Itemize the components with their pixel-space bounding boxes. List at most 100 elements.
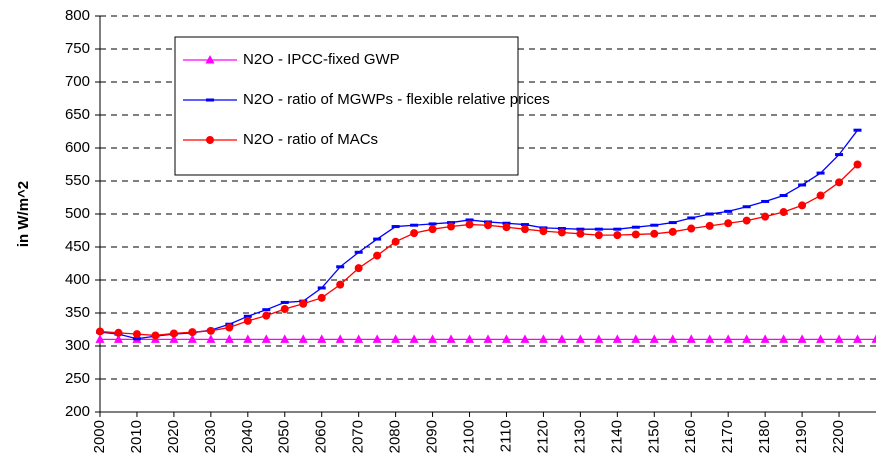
marker xyxy=(705,212,714,216)
marker xyxy=(760,334,770,343)
marker xyxy=(261,334,271,343)
marker xyxy=(613,227,622,231)
marker xyxy=(649,334,659,343)
marker xyxy=(372,334,382,343)
marker xyxy=(373,251,382,260)
marker xyxy=(169,334,179,343)
marker xyxy=(317,334,327,343)
marker xyxy=(335,334,345,343)
marker xyxy=(262,311,271,320)
marker xyxy=(723,334,733,343)
marker xyxy=(132,337,141,341)
marker xyxy=(132,330,141,339)
y-tick-label: 550 xyxy=(65,172,90,189)
marker xyxy=(798,201,807,210)
marker xyxy=(631,230,640,239)
x-tick-label: 2130 xyxy=(571,420,588,453)
marker xyxy=(243,314,252,318)
marker xyxy=(631,334,641,343)
marker xyxy=(594,334,604,343)
marker xyxy=(539,227,548,236)
marker xyxy=(354,264,363,273)
marker xyxy=(206,326,215,335)
marker xyxy=(409,334,419,343)
x-tick-label: 2100 xyxy=(460,420,477,453)
marker xyxy=(686,334,696,343)
marker xyxy=(816,191,825,200)
marker xyxy=(96,327,104,336)
marker xyxy=(612,334,622,343)
marker xyxy=(483,334,493,343)
marker xyxy=(447,222,456,231)
marker xyxy=(668,227,677,236)
marker xyxy=(465,334,475,343)
marker xyxy=(705,221,714,230)
y-tick-label: 650 xyxy=(65,106,90,123)
y-axis-title: in W/m^2 xyxy=(15,181,32,247)
marker xyxy=(280,334,290,343)
marker xyxy=(650,223,659,227)
marker xyxy=(835,178,844,187)
marker xyxy=(687,224,696,233)
legend-label: N2O - ratio of MGWPs - flexible relative… xyxy=(243,91,550,108)
legend-label: N2O - ratio of MACs xyxy=(243,131,378,148)
x-tick-label: 2000 xyxy=(91,420,108,453)
marker xyxy=(668,221,677,225)
marker xyxy=(797,334,807,343)
marker xyxy=(520,334,530,343)
marker xyxy=(576,229,585,238)
marker xyxy=(187,334,197,343)
x-tick-label: 2190 xyxy=(793,420,810,453)
marker xyxy=(724,219,733,228)
x-tick-label: 2110 xyxy=(497,420,514,452)
marker xyxy=(354,334,364,343)
marker xyxy=(373,237,382,241)
marker xyxy=(575,334,585,343)
marker xyxy=(853,128,862,132)
x-tick-label: 2070 xyxy=(350,420,367,453)
marker xyxy=(410,223,419,227)
y-tick-label: 750 xyxy=(65,40,90,57)
x-tick-label: 2150 xyxy=(645,420,662,453)
marker xyxy=(724,209,733,213)
marker xyxy=(298,334,308,343)
marker xyxy=(834,334,844,343)
marker xyxy=(446,334,456,343)
marker xyxy=(280,300,289,304)
marker xyxy=(188,328,197,337)
x-tick-label: 2010 xyxy=(128,420,145,453)
x-tick-label: 2030 xyxy=(202,420,219,453)
marker xyxy=(557,334,567,343)
marker xyxy=(631,225,640,229)
marker xyxy=(835,153,844,157)
y-tick-label: 250 xyxy=(65,370,90,387)
marker xyxy=(742,216,751,225)
y-tick-label: 700 xyxy=(65,73,90,90)
marker xyxy=(336,265,345,269)
x-tick-label: 2040 xyxy=(239,420,256,453)
x-tick-label: 2170 xyxy=(719,420,736,453)
marker xyxy=(761,212,770,221)
marker xyxy=(871,334,876,343)
x-tick-label: 2060 xyxy=(313,420,330,453)
legend-label: N2O - IPCC-fixed GWP xyxy=(243,51,400,68)
marker xyxy=(761,199,770,203)
marker xyxy=(336,280,345,289)
marker xyxy=(391,225,400,229)
x-tick-label: 2140 xyxy=(608,420,625,453)
x-tick-label: 2090 xyxy=(424,420,441,453)
marker xyxy=(428,334,438,343)
marker xyxy=(779,334,789,343)
marker xyxy=(113,334,123,343)
marker xyxy=(520,223,529,227)
marker xyxy=(668,334,678,343)
marker xyxy=(742,334,752,343)
marker xyxy=(225,323,234,332)
marker xyxy=(317,286,326,290)
marker xyxy=(391,237,400,246)
marker xyxy=(576,227,585,231)
marker xyxy=(853,334,863,343)
marker xyxy=(557,228,566,237)
x-tick-label: 2160 xyxy=(682,420,699,453)
